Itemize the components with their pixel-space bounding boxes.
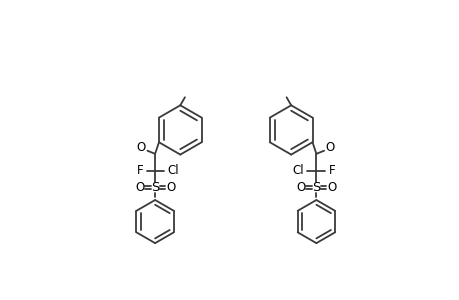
Text: O: O xyxy=(135,181,144,194)
Text: O: O xyxy=(136,141,146,154)
Text: S: S xyxy=(312,181,320,194)
Text: Cl: Cl xyxy=(291,164,303,177)
Text: O: O xyxy=(325,141,334,154)
Text: F: F xyxy=(136,164,143,177)
Text: Cl: Cl xyxy=(168,164,179,177)
Text: O: O xyxy=(296,181,305,194)
Text: O: O xyxy=(166,181,175,194)
Text: O: O xyxy=(326,181,336,194)
Text: F: F xyxy=(328,164,334,177)
Text: S: S xyxy=(151,181,159,194)
